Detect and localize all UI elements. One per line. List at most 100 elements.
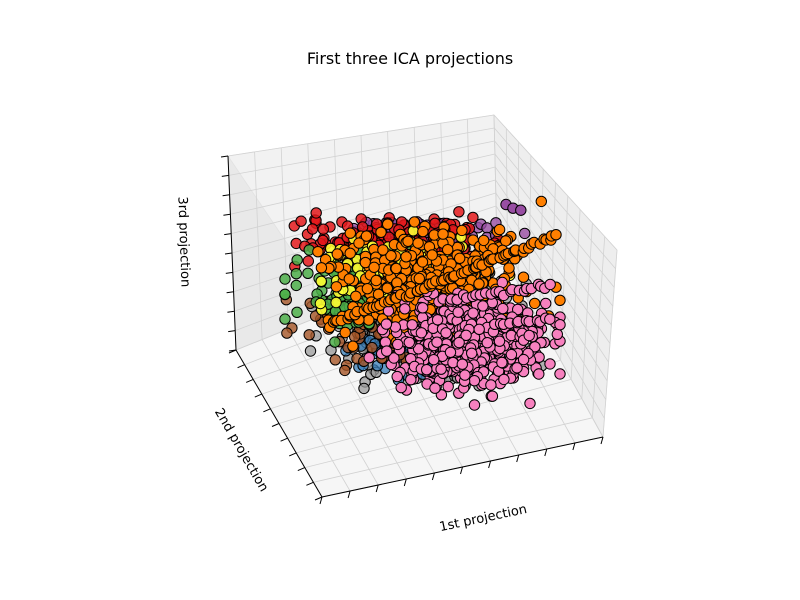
scatter-point (368, 261, 380, 273)
scatter-point (544, 313, 556, 325)
grid-line (296, 379, 572, 454)
z-axis-tick (228, 330, 236, 333)
scatter-point (551, 328, 563, 340)
scatter-point (344, 247, 356, 260)
scatter-point (304, 345, 317, 357)
z-axis-label: 3rd projection (174, 196, 192, 287)
scatter-point (402, 235, 414, 248)
scatter-point (358, 382, 370, 395)
y-axis-tick (297, 467, 305, 472)
z-axis-tick (228, 349, 237, 352)
scatter-point (512, 303, 524, 316)
scatter-point (363, 314, 375, 326)
scatter-point (550, 229, 562, 241)
scatter-point (535, 195, 547, 208)
scatter-point (385, 250, 397, 262)
z-axis-tick (224, 252, 233, 255)
scatter-point (477, 300, 489, 312)
scatter-point (361, 283, 374, 295)
scatter-point (399, 303, 411, 315)
scatter-point (473, 278, 485, 290)
scatter-point (453, 206, 465, 218)
scatter-point (310, 207, 322, 219)
x-axis-tick (347, 490, 351, 499)
y-axis-tick (280, 437, 288, 442)
scatter-point (426, 249, 438, 261)
y-axis-tick (254, 393, 262, 398)
scatter-point (428, 354, 440, 366)
grid-line (304, 398, 582, 468)
scatter-point (505, 348, 518, 361)
scatter-point (454, 252, 466, 264)
scatter-point (417, 302, 429, 314)
scatter-point (511, 362, 523, 374)
x-axis-tick (488, 460, 492, 469)
scatter-point (302, 267, 314, 279)
scatter-point (279, 288, 291, 300)
scatter-point (388, 352, 400, 364)
x-axis-tick (319, 496, 323, 505)
scatter-point (314, 297, 327, 310)
scatter-point (405, 374, 417, 386)
scatter-point (408, 216, 421, 228)
scatter-point (554, 319, 566, 331)
scatter-point (456, 224, 468, 237)
scatter-point (279, 273, 291, 285)
scatter-point (429, 382, 441, 394)
scatter-point (485, 379, 497, 391)
scatter-point (317, 234, 329, 247)
z-axis-tick (224, 233, 232, 236)
z-axis-tick (227, 310, 235, 313)
y-axis-tick (289, 452, 297, 457)
scatter-point (290, 279, 302, 292)
scatter-point (456, 358, 468, 370)
scatter-point (435, 363, 447, 375)
scatter-point (329, 336, 341, 348)
scatter-point (360, 230, 373, 242)
scatter-point (467, 307, 479, 319)
scatter-point (503, 262, 515, 274)
scatter-point (453, 336, 465, 349)
scatter-point (303, 329, 315, 341)
scatter-point (381, 345, 393, 357)
scatter-point (500, 235, 512, 247)
scatter-point (447, 356, 459, 369)
scatter-point (524, 397, 536, 410)
scatter-point (467, 211, 479, 224)
z-axis-tick (221, 174, 229, 177)
y-axis-tick (271, 423, 280, 427)
scatter-point (295, 215, 307, 227)
scatter-point (315, 275, 327, 287)
y-axis-tick (306, 481, 314, 486)
chart-title: First three ICA projections (307, 49, 513, 68)
scatter-point (347, 340, 359, 352)
scatter-point (366, 341, 378, 354)
scatter-point (493, 335, 506, 347)
scatter-point (315, 262, 328, 274)
scatter-point (306, 223, 319, 235)
scatter-point (413, 272, 425, 285)
scatter-point (312, 246, 324, 258)
z-axis-tick (223, 213, 231, 216)
scatter-point (339, 326, 351, 339)
y-axis-tick (246, 378, 254, 383)
scatter-point (473, 323, 485, 335)
scatter-point (403, 336, 415, 349)
scatter-point (350, 290, 362, 302)
scatter-point (417, 225, 429, 238)
scatter-point (395, 381, 407, 394)
scatter-point (437, 228, 449, 240)
scatter-point (554, 294, 566, 306)
scatter-point (330, 296, 342, 309)
scatter-point (468, 375, 481, 387)
scatter-point (317, 223, 329, 235)
scatter-point (391, 370, 403, 383)
x-axis-tick (375, 484, 379, 493)
scatter-point (466, 347, 478, 359)
grid-line (592, 236, 606, 418)
grid-line (495, 192, 609, 363)
scatter-point (431, 314, 444, 326)
scatter-point (459, 369, 471, 381)
scatter-point (498, 373, 510, 386)
